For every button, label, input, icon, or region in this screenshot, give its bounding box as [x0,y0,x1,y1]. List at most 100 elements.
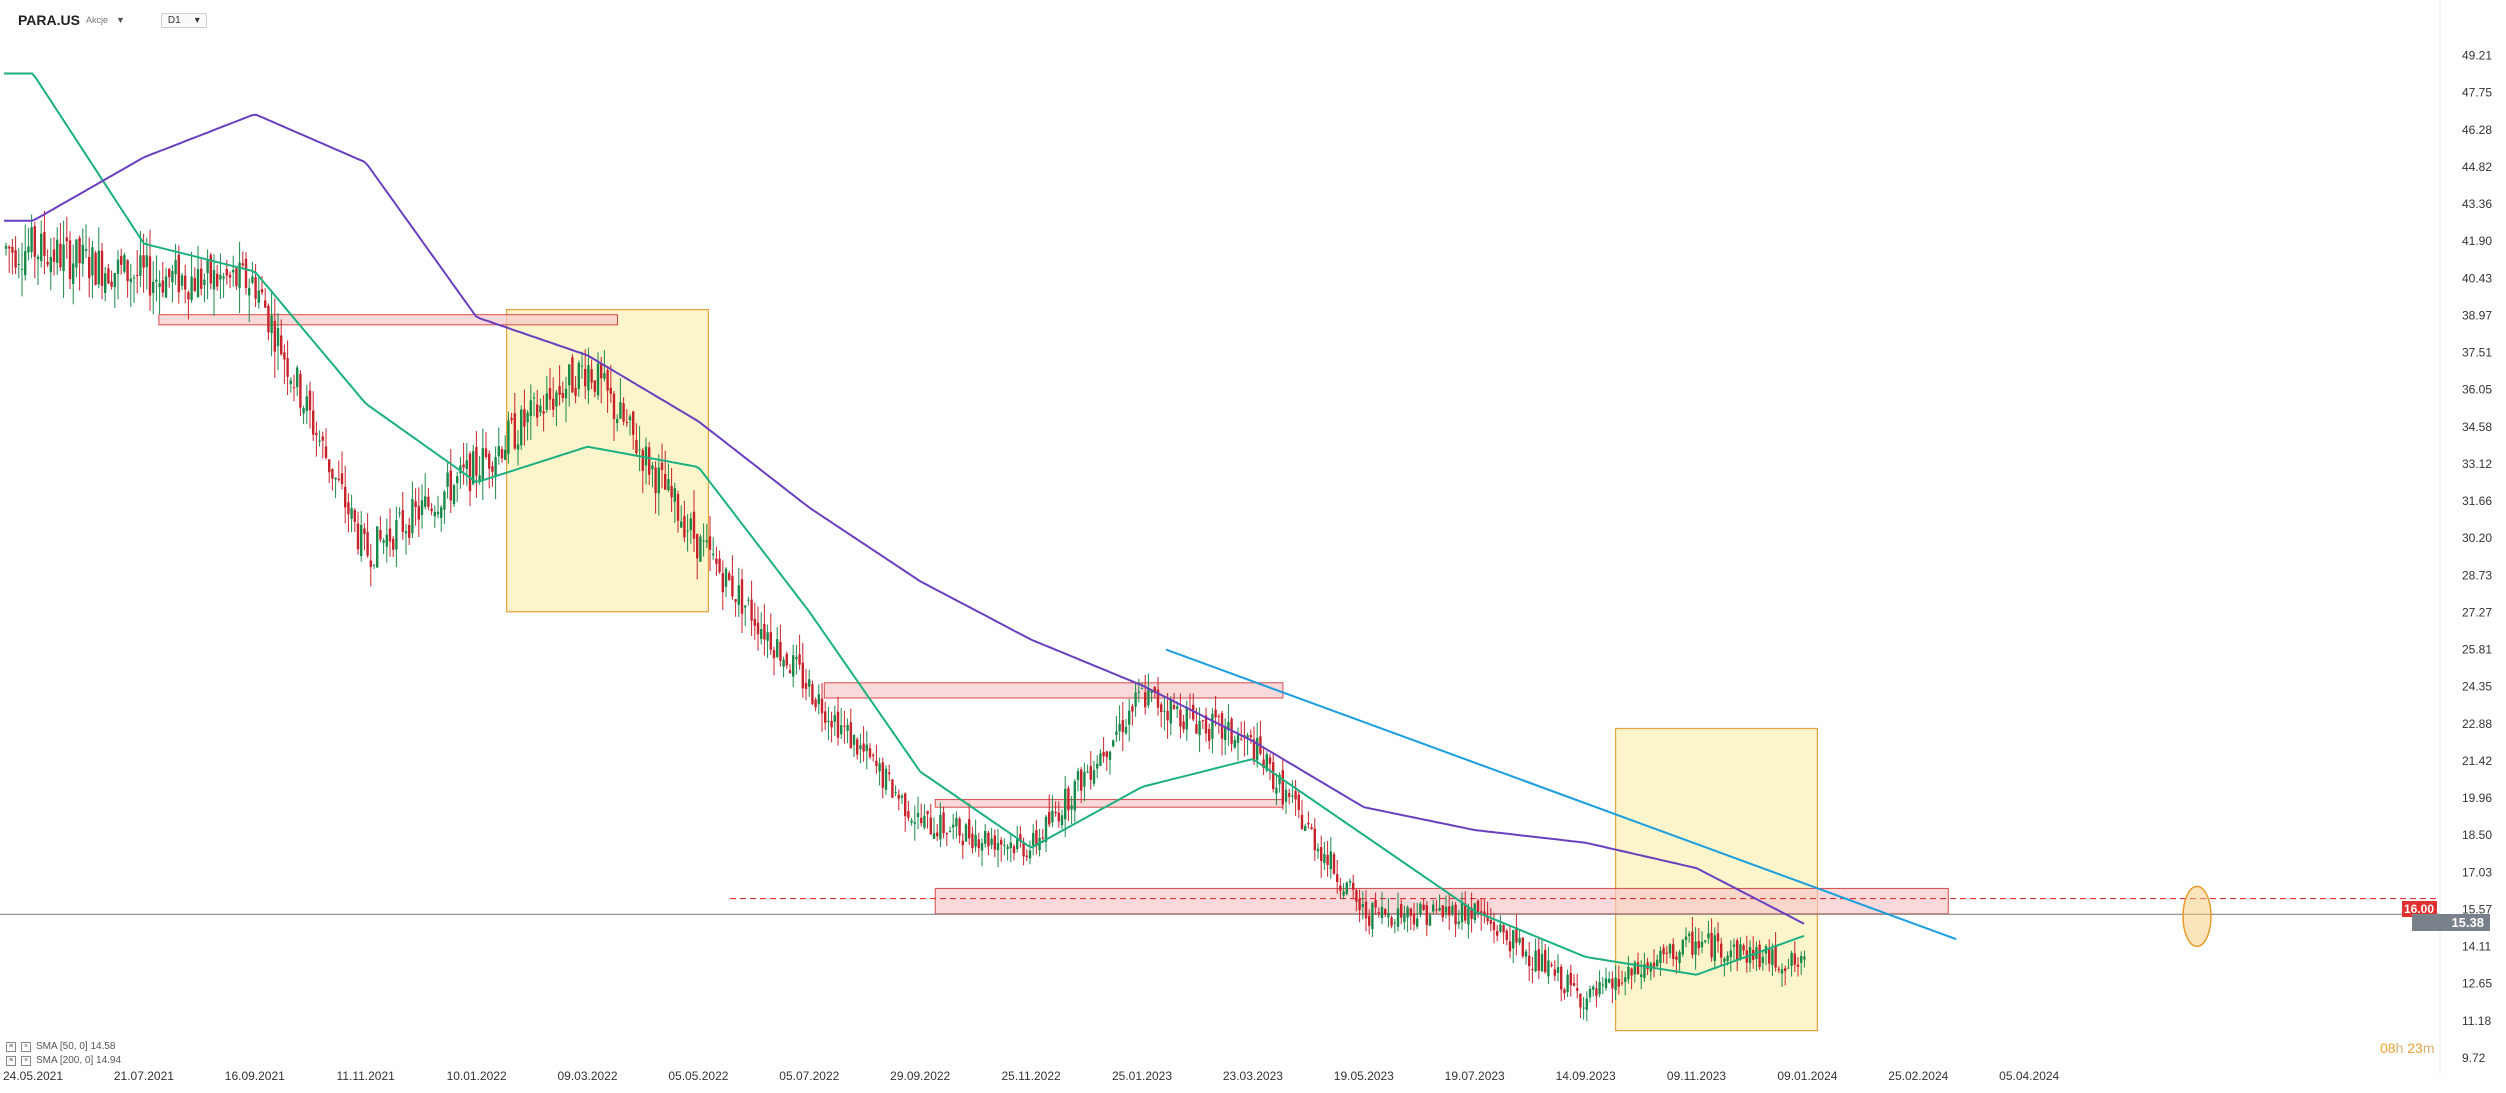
candle-body [184,275,187,290]
candle-body [1534,950,1537,972]
candle-body [820,698,824,714]
candle-body [897,794,900,799]
candle-body [929,817,932,835]
candle-body [155,279,158,282]
candle-body [1352,882,1355,890]
candle-body [321,436,324,441]
timeframe-value: D1 [167,14,181,26]
candle-body [1691,931,1694,955]
settings-icon[interactable]: ≡ [6,1056,16,1066]
candle-body [232,270,235,273]
close-icon[interactable]: × [21,1042,31,1052]
candle-body [1284,789,1288,802]
candle-body [753,619,756,626]
y-tick-label: 9.72 [2462,1051,2486,1065]
candle-body [1601,984,1604,986]
candle-body [1022,842,1025,857]
candle-body [1294,790,1297,800]
candle-body [404,531,408,534]
annotation-circle [2182,885,2212,948]
candle-body [612,393,616,419]
y-tick-label: 31.66 [2462,494,2492,508]
candle-body [849,722,852,749]
candle-body [1425,905,1428,925]
symbol-dropdown-icon[interactable]: ▼ [115,15,125,25]
candle-body [648,447,651,475]
y-tick-label: 15.57 [2462,902,2492,916]
candle-body [276,327,280,347]
y-tick-label: 44.82 [2462,160,2492,174]
candle-body [1560,966,1563,990]
candle-body [555,392,558,407]
candle-body [1326,855,1329,865]
candle-body [1268,757,1272,764]
candle-body [1448,906,1451,916]
candle-body [977,839,980,849]
candle-body [1700,941,1704,948]
legend-label-sma200: SMA [200, 0] 14.94 [36,1055,122,1066]
indicator-legend: ≡ × SMA [50, 0] 14.58 ≡ × SMA [200, 0] 1… [6,1040,121,1068]
candle-body [542,411,545,414]
candle-body [980,842,984,851]
y-tick-label: 19.96 [2462,791,2492,805]
x-tick-label: 14.09.2023 [1556,1069,1616,1083]
candle-body [75,239,78,268]
candle-body [1377,912,1380,914]
candle-body [779,641,782,661]
candle-body [523,409,526,427]
candle-body [1512,930,1515,949]
candle-body [715,558,718,564]
candle-body [1665,952,1668,954]
candle-body [1240,739,1243,741]
x-tick-label: 25.11.2022 [1002,1069,1061,1083]
chevron-down-icon: ▾ [194,14,200,26]
candle-body [427,496,430,507]
candle-body [945,833,948,835]
candle-body [827,720,830,722]
candle-body [987,832,990,847]
legend-item-sma200[interactable]: ≡ × SMA [200, 0] 14.94 [6,1054,121,1068]
candle-body [1460,903,1464,923]
candle-body [1518,937,1521,943]
candle-body [360,524,363,557]
candle-body [958,818,961,836]
candle-body [984,831,987,844]
candle-body [500,449,504,459]
candle-body [865,744,868,751]
candle-body [795,656,798,659]
candle-body [318,440,321,442]
candle-body [1409,908,1412,916]
highlight-box [506,309,710,613]
timeframe-select[interactable]: D1 ▾ [160,12,207,28]
candle-body [1540,953,1544,972]
candle-body [1684,936,1688,941]
candle-body [763,623,766,640]
candle-body [1176,706,1179,709]
candle-body [420,500,424,515]
candle-body [548,387,552,400]
y-tick-label: 22.88 [2462,717,2492,731]
candle-body [1694,941,1697,955]
candle-body [126,260,129,282]
candle-body [484,448,488,458]
candle-body [824,711,827,723]
candle-body [974,834,977,847]
settings-icon[interactable]: ≡ [6,1042,16,1052]
candle-body [1467,908,1470,925]
candle-body [1438,907,1441,911]
current-price-tag: 15.38 [2412,914,2490,931]
candle-body [1361,903,1364,908]
candle-body [1716,933,1720,942]
candle-body [296,367,299,388]
candle-body [1291,795,1294,797]
y-tick-label: 41.90 [2462,234,2492,248]
x-tick-label: 23.03.2023 [1223,1069,1283,1083]
x-tick-label: 21.07.2021 [114,1069,174,1083]
candle-body [254,277,257,299]
candle-body [1012,846,1016,854]
close-icon[interactable]: × [21,1056,31,1066]
candle-body [148,256,152,296]
legend-item-sma50[interactable]: ≡ × SMA [50, 0] 14.58 [6,1040,121,1054]
candle-body [1796,964,1800,967]
